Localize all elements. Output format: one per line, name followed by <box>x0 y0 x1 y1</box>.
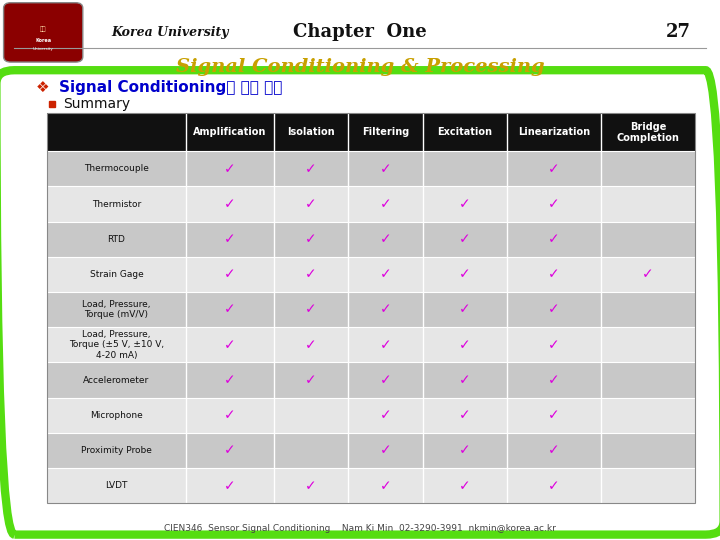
FancyBboxPatch shape <box>47 292 695 327</box>
Text: ✓: ✓ <box>224 302 235 316</box>
Text: ✓: ✓ <box>459 267 471 281</box>
FancyBboxPatch shape <box>47 397 695 433</box>
Text: ✓: ✓ <box>548 478 559 492</box>
Text: ✓: ✓ <box>224 338 235 352</box>
Text: ✓: ✓ <box>379 302 391 316</box>
Text: Signal Conditioning & Processing: Signal Conditioning & Processing <box>176 58 544 77</box>
Text: 囲囲: 囲囲 <box>40 27 47 32</box>
Text: ✓: ✓ <box>548 162 559 176</box>
Text: ✓: ✓ <box>548 338 559 352</box>
Text: ✓: ✓ <box>305 373 317 387</box>
Text: ✓: ✓ <box>305 478 317 492</box>
Text: LVDT: LVDT <box>105 481 127 490</box>
FancyBboxPatch shape <box>47 186 695 221</box>
Text: ✓: ✓ <box>548 443 559 457</box>
Text: Bridge
Completion: Bridge Completion <box>616 122 679 143</box>
Text: ✓: ✓ <box>305 232 317 246</box>
Text: ✓: ✓ <box>224 267 235 281</box>
Text: RTD: RTD <box>107 235 125 244</box>
Text: Chapter  One: Chapter One <box>293 23 427 42</box>
Text: Linearization: Linearization <box>518 127 590 137</box>
Text: ✓: ✓ <box>224 373 235 387</box>
Text: ✓: ✓ <box>459 373 471 387</box>
Text: Filtering: Filtering <box>361 127 409 137</box>
Text: Korea University: Korea University <box>112 26 229 39</box>
Text: ✓: ✓ <box>224 478 235 492</box>
Text: ✓: ✓ <box>379 232 391 246</box>
FancyBboxPatch shape <box>47 221 695 257</box>
Text: Accelerometer: Accelerometer <box>84 375 150 384</box>
Text: ✓: ✓ <box>379 197 391 211</box>
Text: Load, Pressure,
Torque (mV/V): Load, Pressure, Torque (mV/V) <box>82 300 150 319</box>
Text: CIEN346  Sensor Signal Conditioning    Nam Ki Min  02-3290-3991  nkmin@korea.ac.: CIEN346 Sensor Signal Conditioning Nam K… <box>164 524 556 532</box>
Text: ✓: ✓ <box>305 197 317 211</box>
Text: ✓: ✓ <box>459 197 471 211</box>
Text: 27: 27 <box>666 23 691 42</box>
Text: ✓: ✓ <box>548 232 559 246</box>
Text: Thermistor: Thermistor <box>92 199 141 208</box>
Text: ✓: ✓ <box>548 408 559 422</box>
Text: University: University <box>33 46 53 51</box>
Text: ✓: ✓ <box>459 408 471 422</box>
Text: Korea: Korea <box>35 38 51 43</box>
Text: ✓: ✓ <box>642 267 654 281</box>
Text: Amplification: Amplification <box>193 127 266 137</box>
Text: ✓: ✓ <box>379 162 391 176</box>
Text: Proximity Probe: Proximity Probe <box>81 446 152 455</box>
Text: ✓: ✓ <box>548 302 559 316</box>
FancyBboxPatch shape <box>47 433 695 468</box>
Text: ✓: ✓ <box>459 478 471 492</box>
Text: ✓: ✓ <box>459 443 471 457</box>
FancyBboxPatch shape <box>47 468 695 503</box>
Text: ✓: ✓ <box>224 197 235 211</box>
Text: Thermocouple: Thermocouple <box>84 164 149 173</box>
FancyBboxPatch shape <box>4 3 83 62</box>
FancyBboxPatch shape <box>47 327 695 362</box>
Text: Load, Pressure,
Torque (±5 V, ±10 V,
4-20 mA): Load, Pressure, Torque (±5 V, ±10 V, 4-2… <box>69 330 164 360</box>
Text: ✓: ✓ <box>548 197 559 211</box>
Text: ✓: ✓ <box>305 338 317 352</box>
Text: ✓: ✓ <box>224 232 235 246</box>
Text: Isolation: Isolation <box>287 127 335 137</box>
Text: ✓: ✓ <box>548 267 559 281</box>
Text: ✓: ✓ <box>459 302 471 316</box>
Text: ✓: ✓ <box>224 162 235 176</box>
Text: Excitation: Excitation <box>437 127 492 137</box>
FancyBboxPatch shape <box>47 362 695 397</box>
Text: ✓: ✓ <box>305 267 317 281</box>
Text: Microphone: Microphone <box>90 411 143 420</box>
Text: ✓: ✓ <box>379 267 391 281</box>
Text: ✓: ✓ <box>305 162 317 176</box>
Text: ✓: ✓ <box>459 232 471 246</box>
Text: ✓: ✓ <box>379 408 391 422</box>
Text: ✓: ✓ <box>379 478 391 492</box>
Text: Signal Conditioning의 세부 역할: Signal Conditioning의 세부 역할 <box>59 80 282 95</box>
Text: Summary: Summary <box>63 97 130 111</box>
Text: ✓: ✓ <box>459 338 471 352</box>
FancyBboxPatch shape <box>47 151 695 186</box>
FancyBboxPatch shape <box>47 113 695 151</box>
Text: ✓: ✓ <box>379 443 391 457</box>
Text: ✓: ✓ <box>224 443 235 457</box>
Text: ✓: ✓ <box>379 373 391 387</box>
Text: ✓: ✓ <box>379 338 391 352</box>
Text: Strain Gage: Strain Gage <box>89 270 143 279</box>
Text: ✓: ✓ <box>548 373 559 387</box>
Text: ✓: ✓ <box>305 302 317 316</box>
FancyBboxPatch shape <box>47 257 695 292</box>
Text: ✓: ✓ <box>224 408 235 422</box>
Text: ❖: ❖ <box>36 80 50 95</box>
